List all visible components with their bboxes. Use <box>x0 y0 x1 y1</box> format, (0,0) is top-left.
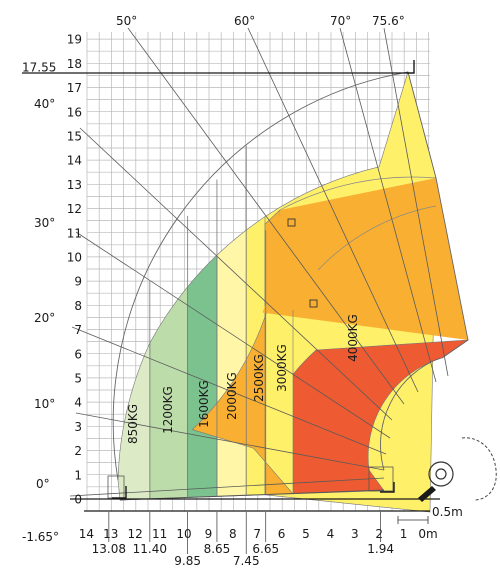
x-tick-label: 8 <box>229 527 237 541</box>
arc-r4 <box>279 176 437 211</box>
angle-ray <box>75 231 391 439</box>
angle-label: 75.6° <box>372 14 405 28</box>
zone-label: 3000KG <box>275 344 289 392</box>
pivot-outer <box>428 461 454 487</box>
y-tick-label: 15 <box>67 130 82 144</box>
y-mark-label: 17.55 <box>22 60 56 74</box>
angle-label: 50° <box>116 14 137 28</box>
x-tick-label: 14 <box>79 527 94 541</box>
angle-ray <box>71 326 387 455</box>
x-mark-label: 9.85 <box>174 554 201 568</box>
angle-label: 0° <box>36 477 50 491</box>
y-tick-label: 12 <box>67 202 82 216</box>
outer-arc <box>112 71 409 481</box>
x-mark-label: 1.94 <box>367 542 394 556</box>
y-tick-label: 3 <box>74 420 82 434</box>
marker-square <box>287 218 296 227</box>
zone-label: 4000KG <box>346 314 360 362</box>
x-tick-label: 5 <box>302 527 310 541</box>
angle-ray <box>79 127 393 421</box>
zone-label: 1200KG <box>161 386 175 434</box>
angle-ray <box>75 412 385 471</box>
zone-label: 850KG <box>126 404 140 444</box>
x-mark-label: 6.65 <box>252 542 279 556</box>
y-tick-label: 7 <box>74 323 82 337</box>
right-marker <box>368 466 394 492</box>
frame-lines <box>22 60 440 512</box>
angle-label: 60° <box>234 14 255 28</box>
angle-ray <box>247 27 419 393</box>
y-tick-label: 13 <box>67 178 82 192</box>
x-tick-label: 11 <box>152 527 167 541</box>
angle-ray-0 <box>69 477 385 497</box>
boom-pin <box>418 486 436 502</box>
angle-label: 70° <box>330 14 351 28</box>
y-tick-label: 10 <box>67 251 82 265</box>
y-tick-label: 2 <box>74 444 82 458</box>
y-tick-label: 16 <box>67 105 82 119</box>
angle-ray <box>383 27 449 377</box>
y-tick-label: 5 <box>74 372 82 386</box>
zone-band <box>187 254 218 498</box>
marker-square <box>309 299 318 308</box>
angle-ray <box>127 27 405 405</box>
machine-details: 0.5m <box>397 437 497 524</box>
x-tick-label: 12 <box>128 527 143 541</box>
wheel-outline <box>461 437 497 501</box>
x-tick-label: 7 <box>253 527 261 541</box>
zone-label: 2500KG <box>252 354 266 402</box>
zone-label: 1600KG <box>197 380 211 428</box>
y-tick-label: 8 <box>74 299 82 313</box>
x-tick-label: 4 <box>327 527 335 541</box>
arc-r3 <box>317 205 437 271</box>
angle-label: 30° <box>34 216 55 230</box>
angle-label: 40° <box>34 97 55 111</box>
base-tick-left <box>112 486 127 499</box>
scale-label: 0.5m <box>432 505 463 519</box>
y-tick-label: 1 <box>74 468 82 482</box>
x-tick-label: 1 <box>400 527 408 541</box>
zone-label: 2000KG <box>225 372 239 420</box>
pivot-inner <box>435 468 447 480</box>
y-tick-label: 11 <box>67 226 82 240</box>
x-tick-label: 10 <box>176 527 191 541</box>
x-tick-label: 13 <box>103 527 118 541</box>
base-tick-right <box>380 482 395 493</box>
y-tick-label: 18 <box>67 57 82 71</box>
right-edge <box>407 71 469 359</box>
y-tick-label: 4 <box>74 396 82 410</box>
inner-arc <box>380 357 441 471</box>
angle-rays <box>69 27 449 497</box>
base-line <box>119 489 385 501</box>
angle-ray <box>339 27 437 383</box>
y-mark-label: -1.65° <box>22 530 59 544</box>
x-tick-label: 6 <box>278 527 286 541</box>
zone-labels: 850KG 1200KG 1600KG 2000KG 2500KG 3000KG 4000K… <box>126 314 360 444</box>
y-tick-label: 19 <box>67 33 82 47</box>
scale-bar-ends <box>397 516 429 524</box>
y-tick-label: 17 <box>67 81 82 95</box>
max-height-tick <box>406 60 415 74</box>
x-mark-label: 13.08 <box>92 542 126 556</box>
x-tick-label: 2 <box>375 527 383 541</box>
zone-4000kg <box>292 310 470 495</box>
x-tick-label: 3 <box>351 527 359 541</box>
load-zones <box>112 70 470 513</box>
angle-label: 10° <box>34 397 55 411</box>
y-tick-label: 6 <box>74 347 82 361</box>
angle-label: 20° <box>34 311 55 325</box>
x-tick-label: 9 <box>205 527 213 541</box>
zone-3000kg-outer <box>262 178 468 340</box>
y-tick-label: 14 <box>67 154 82 168</box>
y-tick-label: 0 <box>74 493 82 507</box>
y-tick-label: 9 <box>74 275 82 289</box>
x-mark-label: 7.45 <box>233 554 260 568</box>
x-mark-label: 11.40 <box>133 542 167 556</box>
x-tick-label: 0m <box>418 527 437 541</box>
x-mark-label: 8.65 <box>204 542 231 556</box>
